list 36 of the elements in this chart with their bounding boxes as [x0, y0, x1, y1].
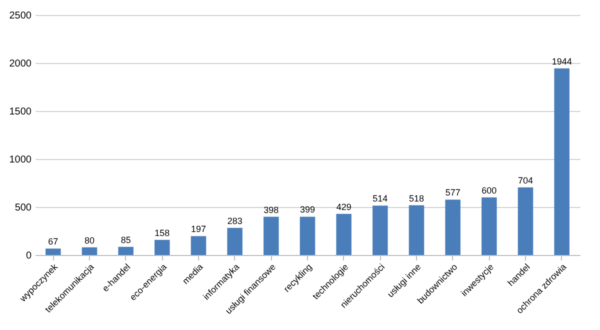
bar [445, 200, 460, 255]
data-label: 600 [482, 185, 497, 196]
data-label: 197 [190, 224, 206, 234]
bar [336, 214, 352, 255]
data-label: 67 [48, 236, 58, 247]
bar [554, 68, 570, 255]
bar [264, 216, 279, 255]
data-label: 158 [154, 228, 170, 238]
y-tick-label: 2500 [9, 10, 32, 22]
bar [372, 206, 388, 255]
y-tick-label: 1500 [9, 106, 32, 118]
y-tick-label: 0 [26, 250, 32, 262]
data-label: 80 [84, 235, 95, 246]
bar [408, 205, 424, 255]
bar [227, 228, 242, 255]
bar [154, 240, 170, 255]
bar [118, 246, 134, 255]
bar [190, 236, 206, 255]
data-label: 518 [408, 193, 424, 204]
data-label: 85 [120, 234, 131, 245]
y-tick-label: 2000 [9, 58, 32, 70]
y-tick-label: 1000 [9, 154, 32, 166]
bar [518, 187, 534, 255]
data-label: 514 [372, 194, 388, 204]
bar [300, 216, 316, 255]
data-label: 429 [336, 202, 352, 212]
data-label: 577 [445, 188, 460, 198]
data-label: 399 [300, 204, 316, 215]
data-label: 704 [518, 175, 534, 186]
bar [82, 247, 98, 255]
bar [482, 197, 497, 255]
y-tick-label: 500 [14, 202, 32, 214]
data-label: 283 [227, 216, 242, 226]
bar [46, 248, 61, 255]
data-label: 398 [264, 204, 279, 215]
data-label: 1944 [552, 56, 572, 66]
